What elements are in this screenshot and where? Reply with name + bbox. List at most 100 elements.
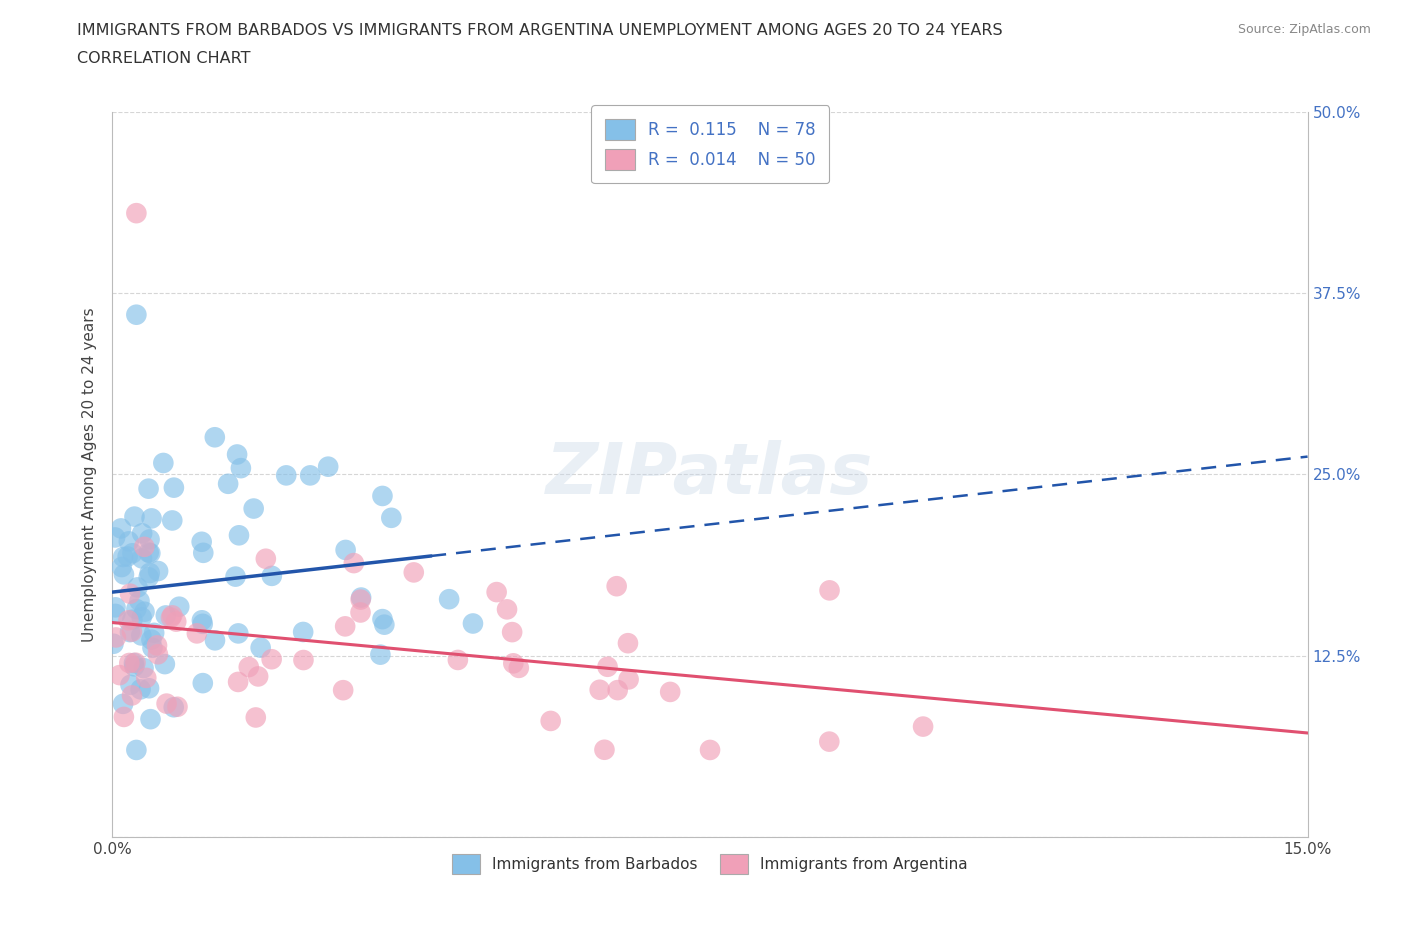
- Point: [254, 551, 277, 566]
- Point: [606, 578, 628, 593]
- Point: [117, 549, 139, 564]
- Point: [699, 742, 721, 757]
- Point: [380, 511, 402, 525]
- Point: [104, 630, 127, 644]
- Point: [131, 526, 153, 541]
- Point: [292, 653, 315, 668]
- Point: [127, 580, 149, 595]
- Point: [124, 509, 146, 524]
- Point: [190, 535, 212, 550]
- Point: [125, 206, 148, 220]
- Point: [659, 684, 682, 699]
- Point: [104, 606, 127, 621]
- Point: [912, 719, 935, 734]
- Point: [163, 699, 186, 714]
- Point: [129, 628, 152, 643]
- Point: [118, 656, 141, 671]
- Point: [111, 560, 134, 575]
- Point: [370, 647, 392, 662]
- Point: [373, 618, 395, 632]
- Point: [162, 513, 184, 528]
- Point: [276, 468, 298, 483]
- Point: [226, 626, 249, 641]
- Point: [606, 683, 628, 698]
- Point: [496, 602, 519, 617]
- Point: [193, 545, 215, 560]
- Point: [146, 564, 169, 578]
- Point: [596, 659, 619, 674]
- Point: [118, 534, 141, 549]
- Point: [437, 591, 460, 606]
- Point: [155, 608, 177, 623]
- Point: [121, 546, 143, 561]
- Point: [245, 710, 267, 724]
- Point: [292, 625, 315, 640]
- Point: [153, 657, 176, 671]
- Point: [508, 660, 530, 675]
- Point: [138, 681, 160, 696]
- Point: [131, 610, 153, 625]
- Point: [128, 593, 150, 608]
- Point: [125, 307, 148, 322]
- Point: [125, 602, 148, 617]
- Point: [350, 592, 373, 607]
- Point: [141, 641, 163, 656]
- Point: [299, 468, 322, 483]
- Point: [120, 677, 142, 692]
- Text: Source: ZipAtlas.com: Source: ZipAtlas.com: [1237, 23, 1371, 36]
- Point: [335, 542, 357, 557]
- Point: [125, 742, 148, 757]
- Point: [163, 480, 186, 495]
- Point: [118, 625, 141, 640]
- Point: [146, 638, 169, 653]
- Point: [121, 612, 143, 627]
- Point: [132, 660, 155, 675]
- Point: [162, 608, 184, 623]
- Point: [121, 688, 143, 703]
- Point: [191, 676, 214, 691]
- Point: [121, 624, 143, 639]
- Point: [204, 633, 226, 648]
- Point: [589, 683, 612, 698]
- Point: [485, 585, 508, 600]
- Point: [139, 711, 162, 726]
- Point: [118, 586, 141, 601]
- Point: [165, 614, 187, 629]
- Point: [461, 616, 484, 631]
- Point: [186, 626, 208, 641]
- Point: [138, 532, 160, 547]
- Point: [242, 501, 264, 516]
- Point: [217, 476, 239, 491]
- Point: [146, 647, 169, 662]
- Point: [139, 546, 162, 561]
- Point: [191, 613, 214, 628]
- Y-axis label: Unemployment Among Ages 20 to 24 years: Unemployment Among Ages 20 to 24 years: [82, 307, 97, 642]
- Point: [225, 569, 247, 584]
- Point: [134, 539, 156, 554]
- Point: [104, 530, 127, 545]
- Point: [122, 656, 145, 671]
- Point: [260, 652, 283, 667]
- Point: [135, 671, 157, 685]
- Point: [166, 699, 188, 714]
- Point: [333, 619, 356, 634]
- Point: [343, 555, 366, 570]
- Legend: Immigrants from Barbados, Immigrants from Argentina: Immigrants from Barbados, Immigrants fro…: [446, 848, 974, 880]
- Point: [141, 632, 163, 647]
- Point: [316, 459, 339, 474]
- Point: [349, 605, 371, 620]
- Point: [167, 599, 190, 614]
- Point: [540, 713, 562, 728]
- Point: [112, 710, 135, 724]
- Point: [402, 565, 425, 579]
- Point: [371, 612, 394, 627]
- Point: [155, 697, 177, 711]
- Point: [117, 613, 139, 628]
- Point: [617, 636, 640, 651]
- Point: [110, 521, 132, 536]
- Point: [129, 682, 152, 697]
- Point: [112, 697, 135, 711]
- Point: [112, 567, 135, 582]
- Point: [124, 656, 146, 671]
- Point: [103, 636, 125, 651]
